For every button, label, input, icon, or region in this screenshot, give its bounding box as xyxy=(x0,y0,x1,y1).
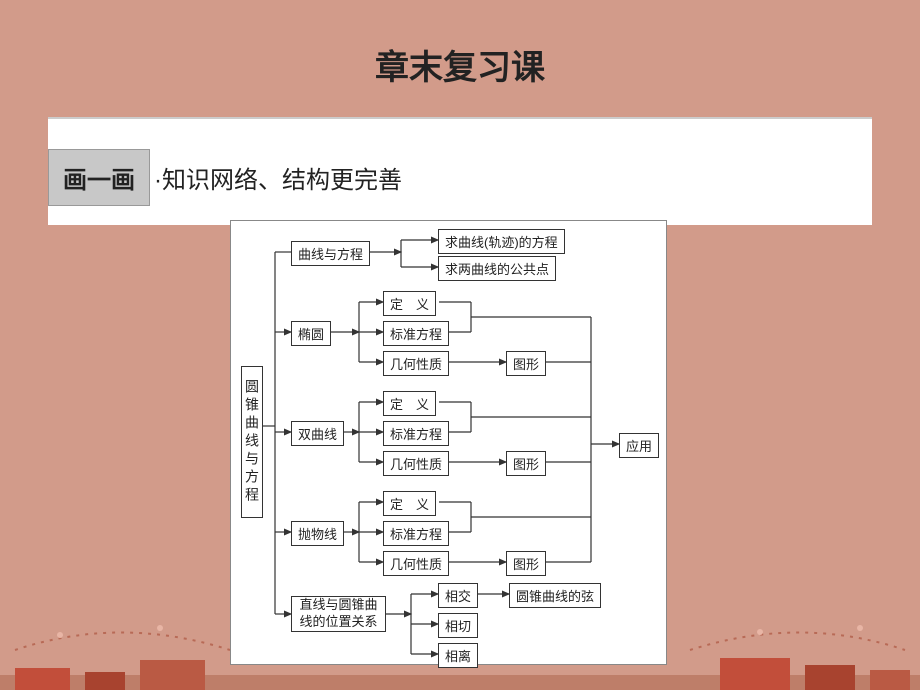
node-b4s: 图形 xyxy=(506,551,546,576)
node-app: 应用 xyxy=(619,433,659,458)
node-b2c3: 几何性质 xyxy=(383,351,449,376)
flowchart: 圆锥曲线与方程 曲线与方程 求曲线(轨迹)的方程 求两曲线的公共点 椭圆 定 义… xyxy=(230,220,667,665)
node-b2: 椭圆 xyxy=(291,321,331,346)
subtitle-bar: 画一画 ·知识网络、结构更完善 xyxy=(48,117,872,225)
node-b3c3: 几何性质 xyxy=(383,451,449,476)
page-title: 章末复习课 xyxy=(0,0,920,117)
node-b3s: 图形 xyxy=(506,451,546,476)
root-node: 圆锥曲线与方程 xyxy=(241,366,263,518)
node-b3c1: 定 义 xyxy=(383,391,436,416)
subtitle-text: ·知识网络、结构更完善 xyxy=(154,160,402,195)
node-b2s: 图形 xyxy=(506,351,546,376)
node-b4c1: 定 义 xyxy=(383,491,436,516)
node-b1: 曲线与方程 xyxy=(291,241,370,266)
node-b2c1: 定 义 xyxy=(383,291,436,316)
node-b4c2: 标准方程 xyxy=(383,521,449,546)
node-b1c2: 求两曲线的公共点 xyxy=(438,256,556,281)
subtitle-box: 画一画 xyxy=(48,149,150,206)
node-b4c3: 几何性质 xyxy=(383,551,449,576)
node-b3c2: 标准方程 xyxy=(383,421,449,446)
node-b2c2: 标准方程 xyxy=(383,321,449,346)
node-b5c1: 相交 xyxy=(438,583,478,608)
node-b5e: 圆锥曲线的弦 xyxy=(509,583,601,608)
node-b1c1: 求曲线(轨迹)的方程 xyxy=(438,229,565,254)
node-b3: 双曲线 xyxy=(291,421,344,446)
node-b4: 抛物线 xyxy=(291,521,344,546)
decor-bottom xyxy=(0,620,920,690)
